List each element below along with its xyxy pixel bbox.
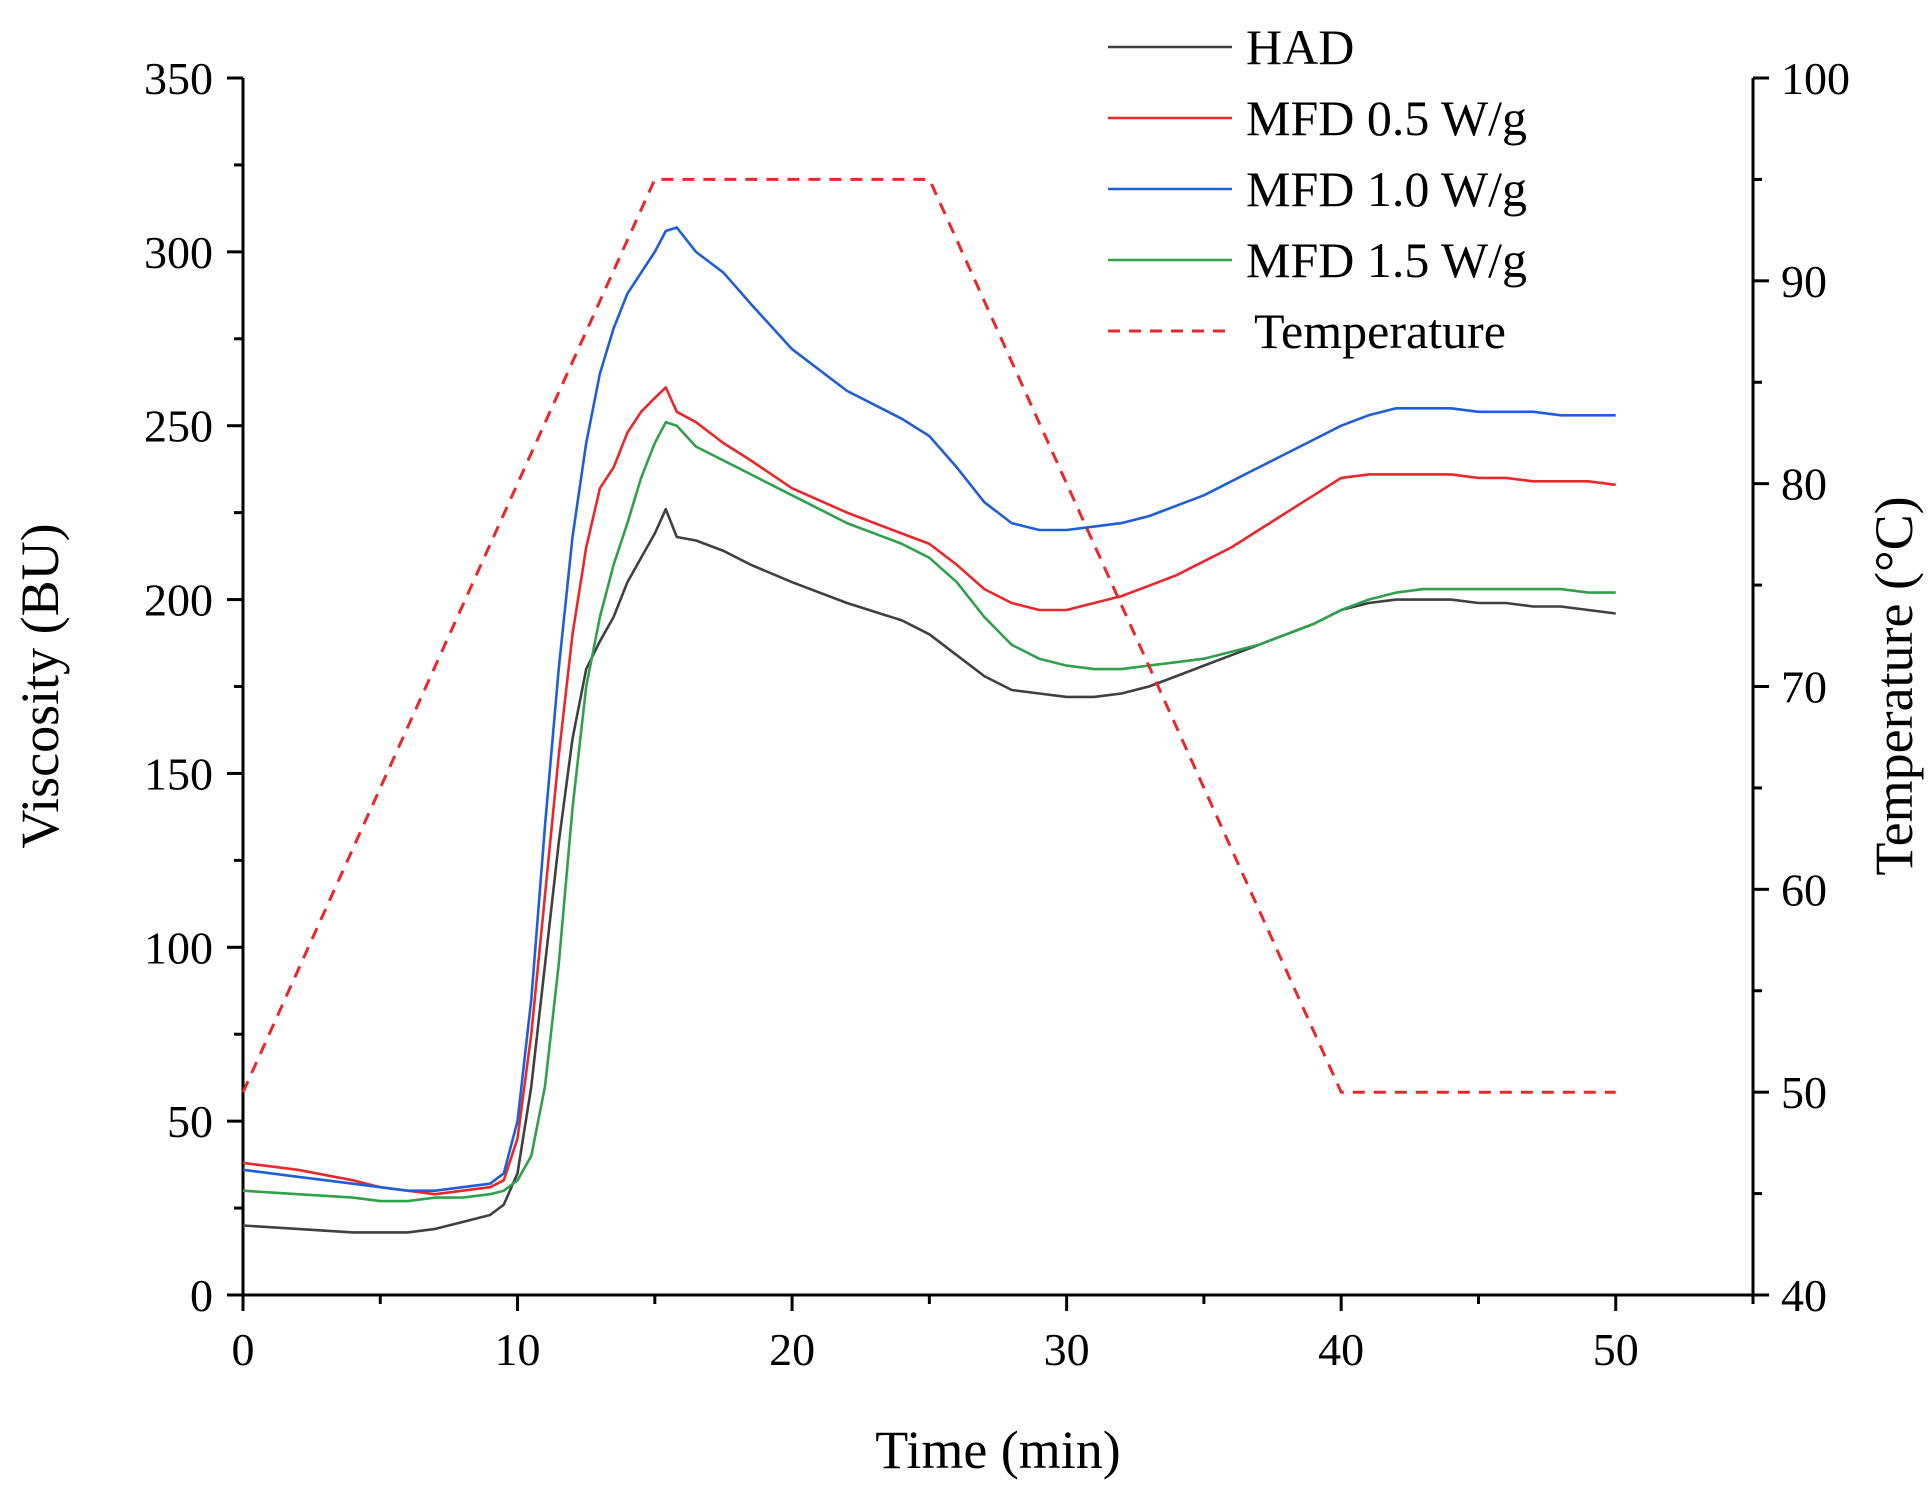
y2-tick-label: 90: [1781, 256, 1827, 307]
y-tick-label: 350: [144, 53, 213, 104]
legend-label-temperature: Temperature: [1254, 303, 1506, 359]
legend-label-mfd-1-0-w-g: MFD 1.0 W/g: [1246, 161, 1527, 217]
series-line-mfd-1-5-w-g: [242, 420, 1616, 1203]
y2-tick-label: 60: [1781, 864, 1827, 915]
y-tick-label: 300: [144, 227, 213, 278]
x-axis-title: Time (min): [875, 1420, 1121, 1480]
series-line-mfd-1-0-w-g: [242, 226, 1616, 1192]
series-layer: [241, 177, 1616, 1234]
y2-tick-label: 80: [1781, 459, 1827, 510]
x-tick-label: 0: [232, 1324, 255, 1375]
x-tick-label: 50: [1593, 1324, 1639, 1375]
legend-label-mfd-1-5-w-g: MFD 1.5 W/g: [1246, 232, 1527, 288]
y-tick-label: 250: [144, 401, 213, 452]
y2-tick-label: 50: [1781, 1067, 1827, 1118]
y-tick-label: 50: [167, 1096, 213, 1147]
y-tick-label: 150: [144, 748, 213, 799]
y2-tick-label: 100: [1781, 53, 1850, 104]
legend: HAD MFD 0.5 W/g MFD 1.0 W/g MFD 1.5 W/g Temp…: [1108, 19, 1527, 359]
x-tick-label: 20: [769, 1324, 815, 1375]
legend-label-mfd-0-5-w-g: MFD 0.5 W/g: [1246, 90, 1527, 146]
y-tick-label: 200: [144, 575, 213, 626]
y2-tick-label: 70: [1781, 662, 1827, 713]
legend-label-had: HAD: [1246, 19, 1354, 75]
y2-tick-label: 40: [1781, 1270, 1827, 1321]
y-axis-title: Viscosity (BU): [10, 523, 70, 848]
series-line-had: [242, 507, 1616, 1234]
y-tick-label: 100: [144, 922, 213, 973]
x-tick-label: 30: [1044, 1324, 1090, 1375]
x-tick-label: 40: [1318, 1324, 1364, 1375]
y2-axis-title: Temperature (°C): [1864, 496, 1924, 875]
series-line-mfd-0-5-w-g: [242, 386, 1616, 1196]
y-tick-label: 0: [190, 1270, 213, 1321]
ticks-layer: 0 10 20 30 40 50 0 50 100 150 200 250 300 350 40 50 60 70…: [144, 53, 1850, 1375]
x-tick-label: 10: [495, 1324, 541, 1375]
